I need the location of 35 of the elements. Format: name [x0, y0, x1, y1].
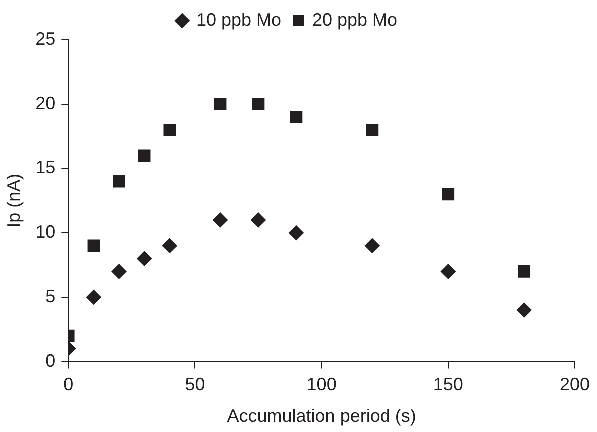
point	[364, 238, 380, 254]
point	[88, 240, 100, 252]
y-tick-label: 0	[46, 350, 56, 371]
legend-label: 10 ppb Mo	[196, 10, 282, 30]
point	[213, 212, 228, 228]
point	[366, 124, 379, 136]
y-tick-label: 25	[36, 28, 56, 49]
point	[137, 251, 152, 266]
y-tick-label: 15	[36, 158, 56, 178]
x-tick-label: 50	[185, 374, 206, 395]
x-tick-label: 0	[64, 374, 74, 395]
y-tick-label: 20	[36, 93, 56, 114]
y-tick-label: 10	[36, 222, 56, 242]
point	[252, 98, 265, 111]
point	[516, 302, 532, 318]
point	[86, 290, 102, 305]
point	[290, 111, 303, 124]
x-tick-label: 150	[433, 374, 464, 395]
point	[162, 238, 178, 254]
y-tick-label: 5	[46, 286, 56, 306]
point	[138, 150, 151, 162]
y-axis-title: Ip (nA)	[4, 174, 24, 228]
point	[113, 175, 126, 188]
point	[214, 98, 227, 111]
x-axis-title: Accumulation period (s)	[227, 406, 416, 426]
point	[288, 226, 304, 241]
point	[251, 212, 266, 228]
legend-label: 20 ppb Mo	[312, 10, 398, 30]
x-tick-label: 200	[560, 374, 590, 395]
point	[112, 264, 127, 280]
point	[518, 266, 531, 278]
point	[164, 124, 176, 136]
x-tick-label: 100	[306, 374, 337, 395]
point	[440, 264, 456, 280]
point	[442, 188, 455, 201]
